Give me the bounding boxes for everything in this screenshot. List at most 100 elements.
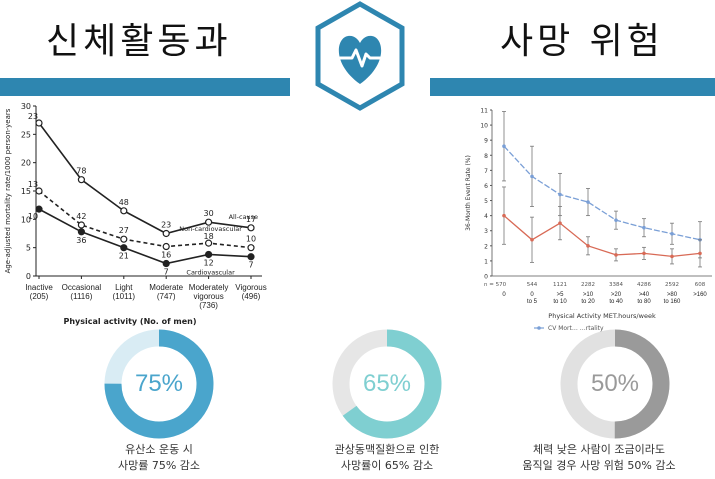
data-label: 36	[76, 236, 86, 245]
data-label: 23	[28, 112, 38, 121]
y-tick-label: 1	[484, 258, 488, 265]
x-tick-label: >160	[693, 292, 707, 298]
series-point-0	[247, 224, 255, 232]
right-title: 사망 위험	[500, 21, 664, 62]
series-name-label: Cardiovascular	[186, 268, 235, 276]
left-accent-band	[0, 78, 290, 96]
data-label: 10	[28, 212, 38, 221]
y-tick-label: 10	[480, 123, 488, 130]
y-tick-label: 15	[21, 187, 31, 196]
donut-arc	[104, 329, 214, 439]
count-label: 4286	[637, 282, 651, 288]
y-tick-label: 0	[484, 274, 488, 281]
x-tick-label: >5 to 10	[553, 292, 567, 305]
series-point-1	[670, 254, 674, 259]
series-line-2	[38, 208, 252, 265]
series-point-1	[586, 244, 590, 248]
x-tick-label: >20 to 40	[609, 292, 623, 305]
y-tick-label: 3	[484, 228, 488, 235]
stat-donut-1: 75%	[100, 325, 218, 443]
y-tick-label: 25	[21, 130, 31, 139]
y-tick-label: 2	[484, 243, 488, 250]
series-line-0	[503, 145, 701, 241]
x-tick-label: 0	[502, 292, 506, 298]
y-tick-label: 20	[21, 159, 31, 168]
series-point-2	[162, 259, 170, 268]
stat-caption-3: 체력 낮은 사람이 조금이라도 움직일 경우 사망 위험 50% 감소	[484, 442, 714, 474]
donut-ring-2	[332, 329, 442, 439]
y-axis-label: 36-Month Event Rate (%)	[465, 155, 472, 231]
series-point-0	[162, 229, 170, 238]
series-point-2	[35, 205, 43, 213]
x-axis-label: Physical activity (No. of men)	[64, 317, 197, 326]
series-point-1	[502, 213, 506, 218]
donut-arc	[560, 329, 670, 439]
data-label: 23	[161, 221, 171, 230]
series-line-1	[503, 215, 701, 258]
legend-label: CV Mort… …rtality	[548, 325, 604, 332]
series-point-0	[77, 176, 86, 184]
y-tick-label: 5	[484, 198, 488, 205]
data-label: 21	[119, 252, 129, 261]
series-point-1	[558, 221, 562, 225]
stat-percent-1: 75%	[134, 370, 184, 397]
x-axis-label: Physical Activity MET.hours/week	[548, 312, 656, 320]
data-label: 30	[204, 209, 214, 218]
series-point-1	[77, 221, 86, 229]
series-point-0	[35, 119, 43, 127]
series-point-0	[502, 144, 506, 149]
series-line-0	[38, 122, 252, 235]
series-point-0	[642, 225, 646, 230]
x-tick-label: Light (1011)	[113, 283, 136, 301]
count-label: 2592	[665, 282, 679, 288]
y-tick-label: 4	[484, 213, 488, 220]
heart-pulse-icon	[315, 1, 405, 111]
series-point-1	[120, 235, 128, 243]
stat-percent-2: 65%	[362, 370, 412, 397]
count-label: 2282	[581, 282, 595, 288]
stat-donut-2: 65%	[328, 325, 446, 443]
stat-caption-1-line1: 유산소 운동 시	[125, 443, 193, 456]
data-label: 78	[76, 167, 86, 176]
series-point-1	[247, 244, 255, 252]
stat-caption-2: 관상동맥질환으로 인한 사망률이 65% 감소	[272, 442, 502, 474]
count-label: 3384	[609, 282, 623, 288]
series-point-2	[77, 228, 86, 236]
y-tick-label: 8	[484, 153, 488, 160]
left-title: 신체활동과	[46, 21, 232, 62]
x-tick-label: >10 to 20	[581, 292, 595, 305]
y-tick-label: 9	[484, 138, 488, 145]
series-point-1	[642, 251, 646, 256]
x-tick-label: Inactive (205)	[25, 283, 53, 301]
series-point-0	[205, 218, 213, 226]
series-point-1	[530, 237, 534, 242]
y-tick-label: 5	[26, 244, 31, 253]
heart-hexagon-badge	[312, 0, 408, 112]
data-label: 16	[161, 251, 171, 260]
stat-caption-3-line2: 움직일 경우 사망 위험 50% 감소	[522, 459, 676, 472]
x-tick-label: Vigorous (496)	[235, 283, 266, 301]
x-tick-label: >80 to 160	[664, 292, 681, 305]
series-point-1	[698, 251, 702, 256]
data-label: 27	[119, 226, 129, 235]
series-name-label: All-cause	[229, 213, 258, 221]
y-tick-label: 6	[484, 183, 488, 190]
data-label: 18	[204, 232, 214, 241]
series-point-0	[530, 174, 534, 179]
legend-marker	[537, 326, 541, 330]
y-tick-label: 7	[484, 168, 488, 175]
y-tick-label: 11	[480, 108, 488, 115]
stat-donut-3: 50%	[556, 325, 674, 443]
event-rate-by-met-chart: 0 1 2 3 4 5 6 7 8 9 10 11 36-Month Event Rate (%) n =…	[465, 108, 712, 332]
data-label: 17	[246, 215, 256, 224]
x-tick-label: >40 to 80	[637, 292, 651, 305]
y-axis-label: Age-adjusted mortality rate/1000 person-…	[4, 108, 12, 273]
series-point-1	[35, 187, 43, 195]
series-point-1	[205, 239, 213, 247]
stat-percent-3: 50%	[590, 370, 640, 397]
mortality-by-activity-chart: 0 5 10 15 20 25 30 Inactive (205) Occasional (1116…	[4, 102, 267, 326]
series-point-0	[670, 231, 674, 236]
series-point-2	[120, 244, 128, 252]
x-tick-label: Occasional (1116)	[62, 283, 102, 301]
series-line-1	[38, 190, 252, 249]
